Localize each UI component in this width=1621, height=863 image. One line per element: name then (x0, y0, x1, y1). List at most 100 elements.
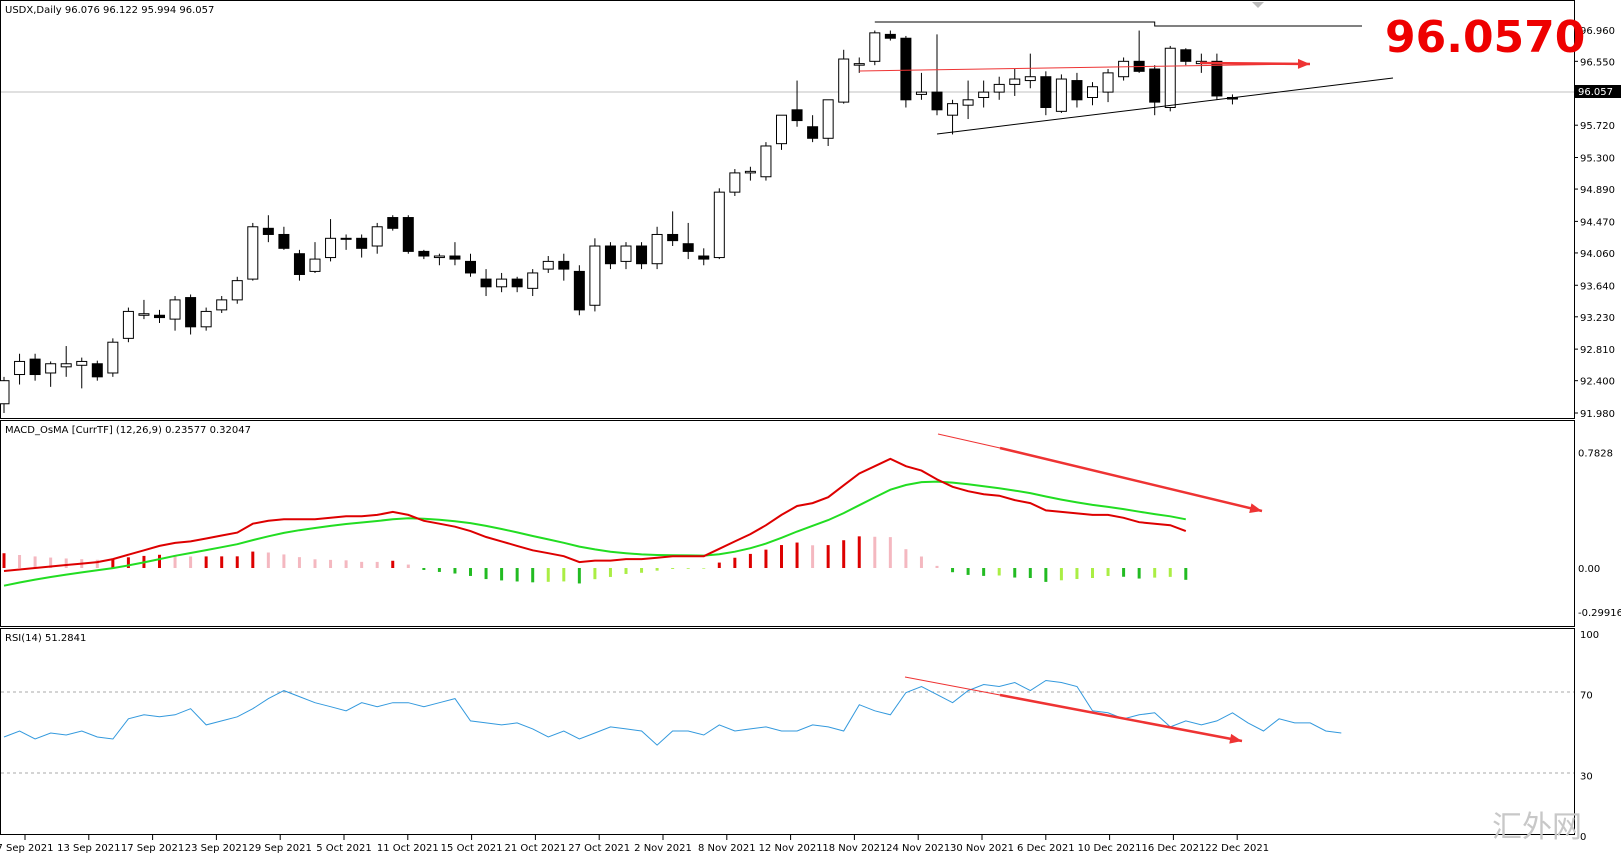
candle-body (433, 255, 445, 259)
time-axis-label: 6 Dec 2021 (1017, 843, 1075, 854)
candle-body (1055, 78, 1067, 112)
candle-body (107, 341, 119, 374)
candle-body (573, 270, 585, 311)
candle-body (1149, 68, 1161, 103)
candle-body (729, 172, 741, 193)
rsi-divergence-line (904, 676, 1001, 696)
candle-body (1180, 49, 1192, 62)
main-panel-frame (0, 0, 1575, 419)
candle-body (978, 91, 990, 98)
candle-body (309, 258, 321, 272)
candle-body (915, 91, 927, 95)
candle-body (993, 83, 1005, 93)
candle-body (480, 278, 492, 288)
current-price-tag-text: 96.057 (1578, 87, 1613, 98)
price-axis-label: 92.810 (1580, 345, 1615, 356)
candle-body (496, 278, 508, 288)
candle-body (465, 260, 476, 274)
candle-body (1164, 47, 1176, 108)
candle-body (838, 58, 850, 103)
time-axis-label: 15 Oct 2021 (441, 843, 503, 854)
time-axis-label: 13 Sep 2021 (57, 843, 120, 854)
time-axis-label: 12 Nov 2021 (759, 843, 823, 854)
price-axis-label: 93.230 (1580, 313, 1615, 324)
candle-body (822, 99, 834, 139)
time-axis-label: 30 Nov 2021 (950, 843, 1014, 854)
candle-body (1118, 60, 1130, 78)
candle-body (900, 37, 912, 101)
candle-body (853, 63, 865, 66)
price-axis-label: 92.400 (1580, 377, 1615, 388)
candle-body (325, 237, 337, 259)
price-axis-label: 94.470 (1580, 217, 1615, 228)
price-axis-label: 96.550 (1580, 57, 1615, 68)
price-arrow (1199, 61, 1311, 66)
candle-body (356, 237, 368, 249)
macd-axis-label: 0.00 (1578, 564, 1600, 575)
time-axis-label: 27 Oct 2021 (568, 843, 630, 854)
macd-axis-label: -0.29916 (1578, 608, 1621, 619)
macd-divergence-arrow (999, 446, 1263, 513)
main-header-label: USDX,Daily 96.076 96.122 95.994 96.057 (5, 5, 214, 16)
time-axis-label: 17 Sep 2021 (121, 843, 184, 854)
candle-body (744, 170, 756, 174)
candle-body (122, 310, 134, 339)
resistance-trendline (874, 21, 1362, 27)
candle-body (698, 255, 710, 260)
candle-body (527, 272, 539, 289)
time-axis-label: 11 Oct 2021 (377, 843, 439, 854)
time-axis-label: 16 Dec 2021 (1141, 843, 1205, 854)
price-axis-label: 96.960 (1580, 26, 1615, 37)
time-axis-label: 23 Sep 2021 (185, 843, 248, 854)
time-axis-label: 2 Nov 2021 (634, 843, 692, 854)
time-axis-label: 22 Dec 2021 (1205, 843, 1269, 854)
price-axis-label: 95.300 (1580, 154, 1615, 165)
candle-body (947, 103, 959, 116)
candle-body (511, 278, 523, 288)
candle-body (91, 363, 103, 378)
price-arrow-head (1297, 58, 1310, 69)
time-axis-label: 29 Sep 2021 (249, 843, 312, 854)
candle-body (558, 260, 570, 270)
candle-body (387, 217, 399, 229)
time-axis-label: 24 Nov 2021 (886, 843, 950, 854)
rsi-divergence-arrow-head (1229, 733, 1242, 744)
price-axis-label: 93.640 (1580, 281, 1615, 292)
candle-body (1071, 80, 1083, 101)
candle-body (418, 250, 430, 257)
price-axis-label: 91.980 (1580, 409, 1615, 420)
candle-body (776, 114, 787, 145)
price-axis-label: 94.890 (1580, 185, 1615, 196)
time-axis-label: 5 Oct 2021 (316, 843, 371, 854)
candle-body (1102, 72, 1114, 93)
price-axis-label: 94.060 (1580, 249, 1615, 260)
time-axis-label: 21 Oct 2021 (504, 843, 566, 854)
candle-body (620, 245, 632, 262)
candle-body (29, 358, 41, 376)
candle-body (278, 233, 290, 249)
big-price-label: 96.0570 (1385, 12, 1585, 63)
signal-line (3, 480, 1186, 587)
macd-divergence-arrow-head (1249, 503, 1262, 514)
candle-body (138, 313, 150, 316)
price-rise-line (859, 63, 1306, 72)
candle-body (0, 380, 10, 405)
candle-body (247, 226, 259, 280)
time-axis-label: 7 Sep 2021 (0, 843, 54, 854)
shift-marker-icon (1252, 2, 1264, 8)
candle-body (1211, 60, 1223, 97)
candle-body (154, 314, 165, 319)
candle-body (216, 299, 228, 311)
candle-body (636, 245, 648, 265)
candle-body (185, 297, 197, 328)
candle-body (60, 363, 72, 368)
support-trendline (936, 77, 1394, 135)
candle-body (1009, 78, 1021, 85)
candle-body (76, 360, 88, 366)
candle-body (589, 245, 601, 306)
macd-axis-label: 0.7828 (1578, 448, 1613, 459)
candle-body (1024, 76, 1036, 82)
time-axis-label: 10 Dec 2021 (1078, 843, 1142, 854)
candle-body (340, 237, 352, 240)
